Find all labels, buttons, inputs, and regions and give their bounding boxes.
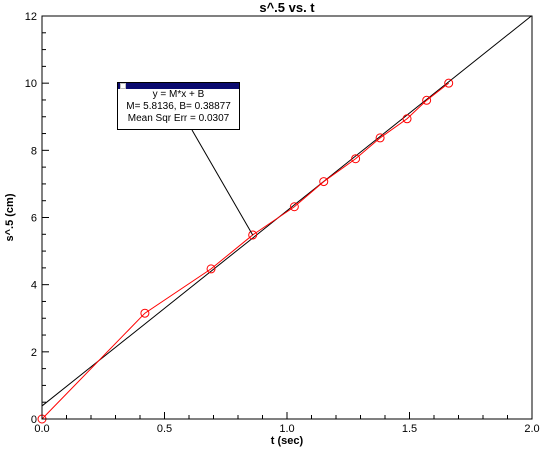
data-point bbox=[375, 133, 385, 143]
data-point bbox=[444, 78, 454, 88]
fit-parameters: M= 5.8136, B= 0.38877 bbox=[126, 101, 231, 112]
plot-frame bbox=[41, 15, 533, 420]
fit-line-group bbox=[41, 15, 532, 407]
y-tick-label: 8 bbox=[31, 145, 37, 157]
data-point bbox=[289, 202, 299, 212]
x-tick-label: 1.5 bbox=[402, 423, 417, 435]
annotation-close-icon[interactable] bbox=[120, 83, 126, 89]
annotation-pointer-group bbox=[191, 129, 254, 236]
x-tick-label: 0.0 bbox=[34, 423, 49, 435]
y-tick-label: 10 bbox=[25, 78, 37, 90]
y-tick-label: 12 bbox=[25, 11, 37, 23]
data-point bbox=[319, 177, 329, 187]
y-tick-label: 4 bbox=[31, 280, 37, 292]
fit-line bbox=[41, 15, 532, 407]
data-point bbox=[140, 308, 150, 318]
data-point bbox=[248, 230, 258, 240]
y-tick-label: 0 bbox=[31, 414, 37, 426]
x-tick-label: 0.5 bbox=[157, 423, 172, 435]
x-axis-label: t (sec) bbox=[271, 435, 304, 447]
series-line bbox=[41, 82, 450, 420]
y-tick-label: 2 bbox=[31, 347, 37, 359]
fit-mean-square-error: Mean Sqr Err = 0.0307 bbox=[127, 113, 230, 124]
data-point bbox=[402, 114, 412, 124]
axis-ticks: 0.0 0.5 1.0 1.5 2.0 0 2 4 6 8 10 12 bbox=[25, 11, 540, 435]
x-tick-label: 1.0 bbox=[279, 423, 294, 435]
data-point bbox=[206, 264, 216, 274]
fit-equation: y = M*x + B bbox=[152, 89, 205, 100]
series-group bbox=[37, 78, 454, 424]
annotation-pointer-line bbox=[191, 129, 254, 236]
y-tick-label: 6 bbox=[31, 213, 37, 225]
fit-annotation-box[interactable]: y = M*x + B M= 5.8136, B= 0.38877 Mean S… bbox=[117, 82, 240, 130]
data-point bbox=[351, 154, 361, 164]
annotation-titlebar[interactable] bbox=[118, 83, 239, 89]
y-axis-label: s^.5 (cm) bbox=[4, 193, 16, 241]
x-tick-label: 2.0 bbox=[524, 423, 539, 435]
data-point bbox=[422, 95, 432, 105]
chart-title: s^.5 vs. t bbox=[259, 0, 315, 15]
